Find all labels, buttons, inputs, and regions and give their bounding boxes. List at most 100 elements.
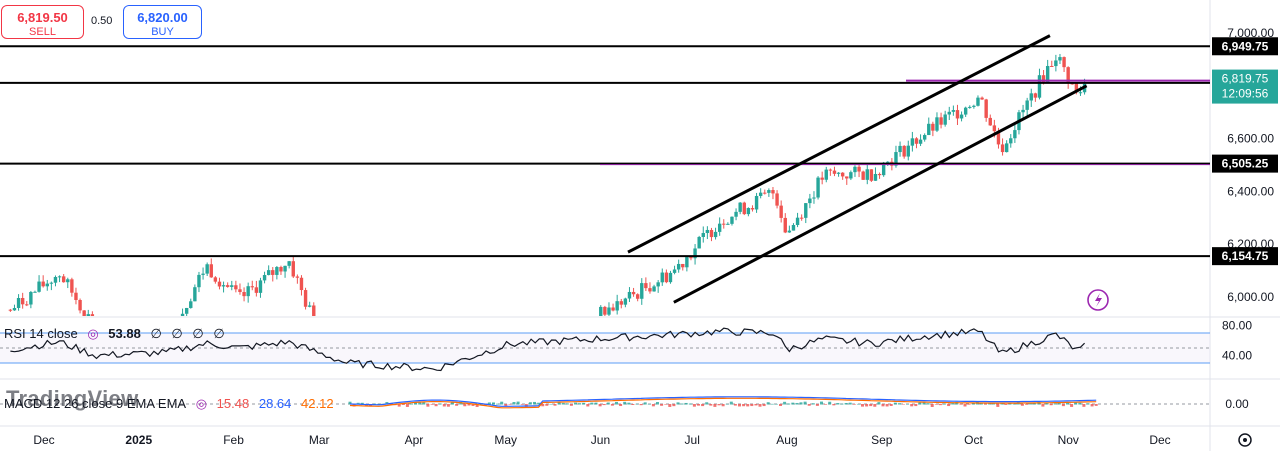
macd-hist-bar xyxy=(1078,402,1082,405)
candle xyxy=(988,117,992,126)
candle xyxy=(615,301,619,311)
candle xyxy=(291,261,295,277)
sell-button[interactable]: 6,819.50 SELL xyxy=(1,5,84,39)
candle xyxy=(1050,65,1054,67)
candle xyxy=(1021,109,1025,113)
macd-hist-bar xyxy=(1029,403,1033,405)
macd-hist-bar xyxy=(1004,404,1008,405)
candle xyxy=(90,314,95,316)
macd-signal-line xyxy=(349,397,1097,409)
candle xyxy=(1041,75,1046,83)
candle xyxy=(37,281,41,292)
candle xyxy=(205,264,209,274)
level-label-1-bg xyxy=(1212,37,1278,56)
candle xyxy=(779,205,783,218)
candle xyxy=(631,291,636,295)
candle xyxy=(201,273,205,275)
countdown-label: 12:09:56 xyxy=(1222,87,1269,101)
candle xyxy=(213,277,218,282)
macd-line xyxy=(349,396,1097,407)
candle xyxy=(976,97,980,106)
macd-hist-bar xyxy=(832,404,836,406)
macd-hist-bar xyxy=(1012,403,1016,405)
candle xyxy=(972,105,976,107)
macd-hist-bar xyxy=(610,404,614,406)
macd-hist-bar xyxy=(615,401,618,405)
macd-hist-bar xyxy=(1066,402,1069,405)
candle xyxy=(828,169,833,171)
macd-hist-bar xyxy=(688,403,692,405)
macd-hist-bar xyxy=(971,402,975,405)
candle xyxy=(877,173,882,176)
candle xyxy=(623,298,628,305)
candle xyxy=(701,233,705,237)
rsi-legend[interactable]: RSI 14 close ◎ 53.88 ∅ ∅ ∅ ∅ xyxy=(4,326,231,342)
macd-hist-bar xyxy=(852,404,856,405)
macd-hist-bar xyxy=(840,403,844,405)
macd-hist-bar xyxy=(569,404,573,406)
candle xyxy=(1078,92,1083,94)
candle xyxy=(898,145,902,153)
candle xyxy=(910,138,915,146)
candle xyxy=(262,275,267,281)
candle xyxy=(627,291,632,299)
x-tick-label: Sep xyxy=(871,433,893,447)
candle xyxy=(307,305,312,307)
macd-legend[interactable]: MACD 12 26 close 9 EMA EMA ◎ 15.48 28.64… xyxy=(4,396,340,412)
candle xyxy=(767,190,771,193)
candle xyxy=(754,195,759,210)
macd-hist-bar xyxy=(848,402,852,405)
macd-hist-bar xyxy=(844,403,848,405)
candle xyxy=(312,305,316,316)
macd-hist-bar xyxy=(631,404,635,405)
candle xyxy=(812,197,816,199)
candle xyxy=(906,145,910,157)
buy-button[interactable]: 6,820.00 BUY xyxy=(123,5,202,39)
macd-hist-bar xyxy=(709,404,713,406)
candle xyxy=(865,169,869,180)
macd-hist-bar xyxy=(504,404,508,407)
x-tick-label: Dec xyxy=(1149,433,1170,447)
macd-hist-bar xyxy=(385,402,389,405)
x-tick-label: Feb xyxy=(223,433,244,447)
macd-hist-bar xyxy=(442,404,446,407)
candle xyxy=(652,286,656,292)
macd-hist-bar xyxy=(680,403,684,405)
macd-hist-bar xyxy=(795,402,799,405)
macd-hist-bar xyxy=(561,402,565,405)
candle xyxy=(197,274,201,288)
candle xyxy=(861,171,865,180)
macd-hist-bar xyxy=(713,404,717,407)
macd-hist-bar xyxy=(877,402,881,405)
settings-icon[interactable]: ◎ xyxy=(87,326,99,341)
candle xyxy=(881,162,886,176)
candle xyxy=(713,231,718,238)
macd-hist-bar xyxy=(602,404,606,406)
macd-hist-bar xyxy=(455,404,459,406)
macd-hist-bar xyxy=(676,402,680,405)
candle xyxy=(16,298,21,309)
macd-hist-bar xyxy=(738,404,741,407)
macd-hist-value: 15.48 xyxy=(216,396,250,411)
x-tick-label: Oct xyxy=(964,433,983,447)
macd-hist-bar xyxy=(496,403,500,405)
macd-hist-bar xyxy=(910,404,914,407)
candle xyxy=(1070,83,1074,85)
candle xyxy=(775,193,779,206)
macd-hist-bar xyxy=(533,401,536,405)
macd-hist-bar xyxy=(869,404,873,407)
candle xyxy=(603,306,607,315)
macd-hist-bar xyxy=(820,401,823,405)
macd-hist-bar xyxy=(516,401,520,405)
macd-hist-bar xyxy=(467,404,471,406)
candle xyxy=(78,299,82,311)
macd-hist-bar xyxy=(856,403,860,405)
macd-hist-bar xyxy=(758,404,762,407)
sell-label: SELL xyxy=(29,26,56,38)
macd-hist-bar xyxy=(934,404,938,405)
macd-settings-icon[interactable]: ◎ xyxy=(195,396,208,411)
macd-hist-bar xyxy=(1082,404,1086,407)
candle xyxy=(787,230,792,233)
candle xyxy=(808,198,812,204)
